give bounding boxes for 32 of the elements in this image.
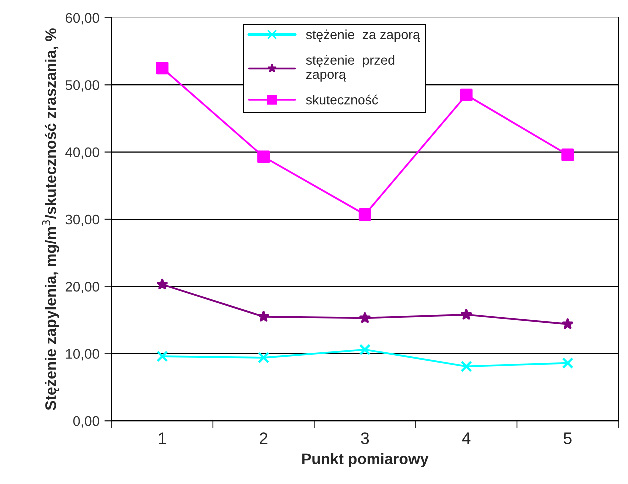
y-tick-label: 10,00: [66, 349, 100, 361]
point: [360, 312, 371, 324]
x-tick-label: 1: [159, 432, 166, 444]
point: [359, 344, 371, 356]
x-tick-label: 4: [462, 432, 471, 444]
point: [461, 309, 472, 320]
x-axis-title: Punkt pomiarowy: [302, 453, 429, 468]
x-tick-label: 3: [361, 432, 370, 444]
y-tick-label: 40,00: [66, 148, 100, 160]
point: [258, 311, 270, 322]
y-tick-label: 30,00: [66, 214, 100, 226]
point: [562, 358, 574, 370]
x-tick-label: 2: [260, 432, 268, 444]
point: [562, 148, 574, 162]
point: [258, 150, 270, 164]
point: [156, 62, 169, 75]
y-tick-label: 50,00: [66, 80, 100, 92]
point: [460, 360, 472, 372]
y-tick-label: 0,00: [73, 416, 100, 428]
legend-label: skuteczność: [306, 94, 378, 105]
legend-label: stężenie za zaporą: [306, 30, 420, 42]
point: [562, 318, 574, 330]
y-tick-label: 20,00: [66, 282, 100, 294]
point: [156, 350, 168, 362]
point: [156, 278, 168, 290]
point: [460, 88, 473, 102]
x-tick-label: 5: [564, 432, 572, 444]
y-tick-label: 60,00: [66, 13, 100, 25]
legend-label: stężenie przed zaporą: [306, 55, 395, 82]
point: [258, 352, 270, 364]
y-axis-title: Stężenie zapylenia, mg/m$^{3}$/skuteczność zraszania, %: [42, 28, 60, 410]
point: [358, 208, 372, 222]
